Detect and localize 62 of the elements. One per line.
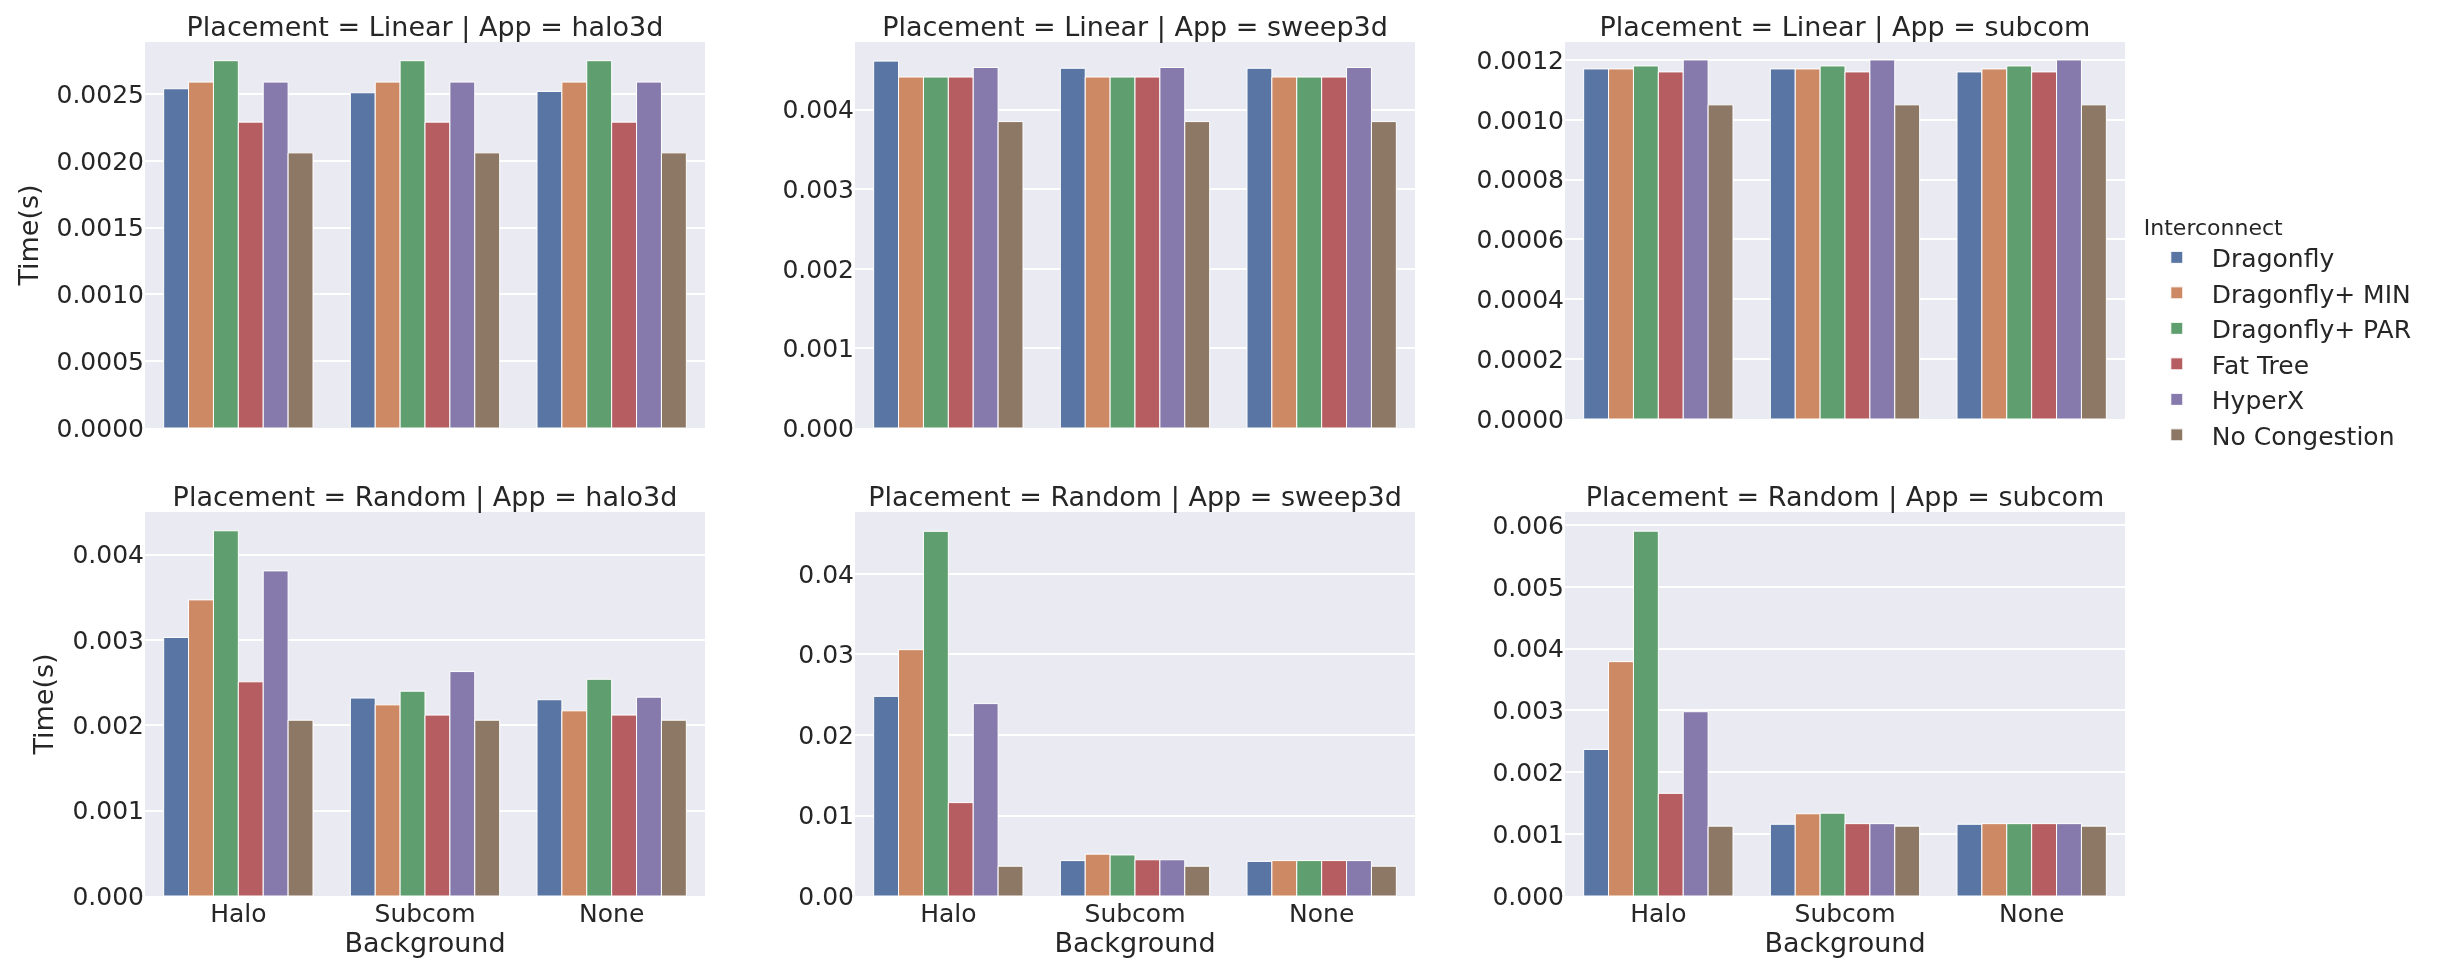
y-tick-label: 0.005 bbox=[1492, 572, 1564, 602]
chart-title: Placement = Linear | App = sweep3d bbox=[882, 11, 1388, 43]
x-tick-label: Subcom bbox=[1084, 899, 1186, 928]
y-tick-label: 0.004 bbox=[1492, 634, 1564, 664]
y-axis-title: Time(s) bbox=[28, 653, 60, 756]
y-tick-label: 0.001 bbox=[72, 796, 144, 826]
chart-title: Placement = Random | App = sweep3d bbox=[868, 481, 1402, 513]
y-tick-label: 0.003 bbox=[782, 174, 854, 204]
x-axis-title: Background bbox=[344, 927, 506, 958]
y-tick-label: 0.0006 bbox=[1476, 225, 1564, 255]
y-tick-label: 0.0002 bbox=[1476, 344, 1564, 374]
y-tick-label: 0.001 bbox=[1492, 819, 1564, 849]
x-tick-label: None bbox=[579, 899, 645, 928]
y-tick-label: 0.000 bbox=[782, 413, 854, 443]
y-tick-label: 0.006 bbox=[1492, 510, 1564, 540]
y-tick-label: 0.0000 bbox=[56, 413, 144, 443]
y-tick-label: 0.02 bbox=[798, 720, 854, 750]
chart-title: Placement = Random | App = halo3d bbox=[172, 481, 678, 513]
y-tick-label: 0.0008 bbox=[1476, 165, 1564, 195]
y-tick-label: 0.0025 bbox=[56, 79, 144, 109]
x-tick-label: None bbox=[1999, 899, 2065, 928]
y-tick-label: 0.0020 bbox=[56, 146, 144, 176]
y-axis-title: Time(s) bbox=[12, 184, 44, 287]
y-tick-label: 0.0012 bbox=[1476, 45, 1564, 75]
x-tick-label: None bbox=[1289, 899, 1355, 928]
y-tick-label: 0.003 bbox=[1492, 696, 1564, 726]
y-tick-label: 0.000 bbox=[1492, 881, 1564, 911]
x-tick-label: Subcom bbox=[1794, 899, 1896, 928]
y-tick-label: 0.001 bbox=[782, 334, 854, 364]
legend-label: Dragonfly bbox=[2211, 244, 2335, 274]
y-tick-label: 0.0015 bbox=[56, 213, 144, 243]
y-tick-label: 0.0010 bbox=[1476, 105, 1564, 135]
y-tick-label: 0.04 bbox=[798, 559, 854, 589]
x-axis-title: Background bbox=[1054, 927, 1216, 958]
y-tick-label: 0.002 bbox=[72, 711, 144, 741]
x-tick-label: Halo bbox=[1630, 899, 1687, 928]
y-tick-label: 0.0010 bbox=[56, 280, 144, 310]
x-tick-label: Subcom bbox=[374, 899, 476, 928]
legend-label: Dragonfly+ MIN bbox=[2211, 279, 2411, 309]
x-tick-label: Halo bbox=[210, 899, 267, 928]
y-tick-label: 0.003 bbox=[72, 625, 144, 655]
y-tick-label: 0.002 bbox=[782, 254, 854, 284]
y-tick-label: 0.000 bbox=[72, 881, 144, 911]
chart-title: Placement = Linear | App = subcom bbox=[1599, 11, 2091, 43]
x-tick-label: Halo bbox=[920, 899, 977, 928]
y-tick-label: 0.03 bbox=[798, 640, 854, 670]
legend-label: Dragonfly+ PAR bbox=[2211, 315, 2412, 345]
y-tick-label: 0.002 bbox=[1492, 758, 1564, 788]
chart-title: Placement = Linear | App = halo3d bbox=[186, 11, 664, 43]
y-tick-label: 0.004 bbox=[782, 95, 854, 125]
chart-title: Placement = Random | App = subcom bbox=[1585, 481, 2105, 513]
y-tick-label: 0.0005 bbox=[56, 346, 144, 376]
legend-label: HyperX bbox=[2211, 386, 2305, 416]
y-tick-label: 0.00 bbox=[798, 881, 854, 911]
legend-label: Fat Tree bbox=[2211, 350, 2310, 380]
y-tick-label: 0.0004 bbox=[1476, 285, 1564, 315]
y-tick-label: 0.01 bbox=[798, 801, 854, 831]
legend-label: No Congestion bbox=[2211, 421, 2395, 451]
y-tick-label: 0.0000 bbox=[1476, 404, 1564, 434]
legend-title: Interconnect bbox=[2143, 214, 2284, 240]
x-axis-title: Background bbox=[1764, 927, 1926, 958]
y-tick-label: 0.004 bbox=[72, 540, 144, 570]
